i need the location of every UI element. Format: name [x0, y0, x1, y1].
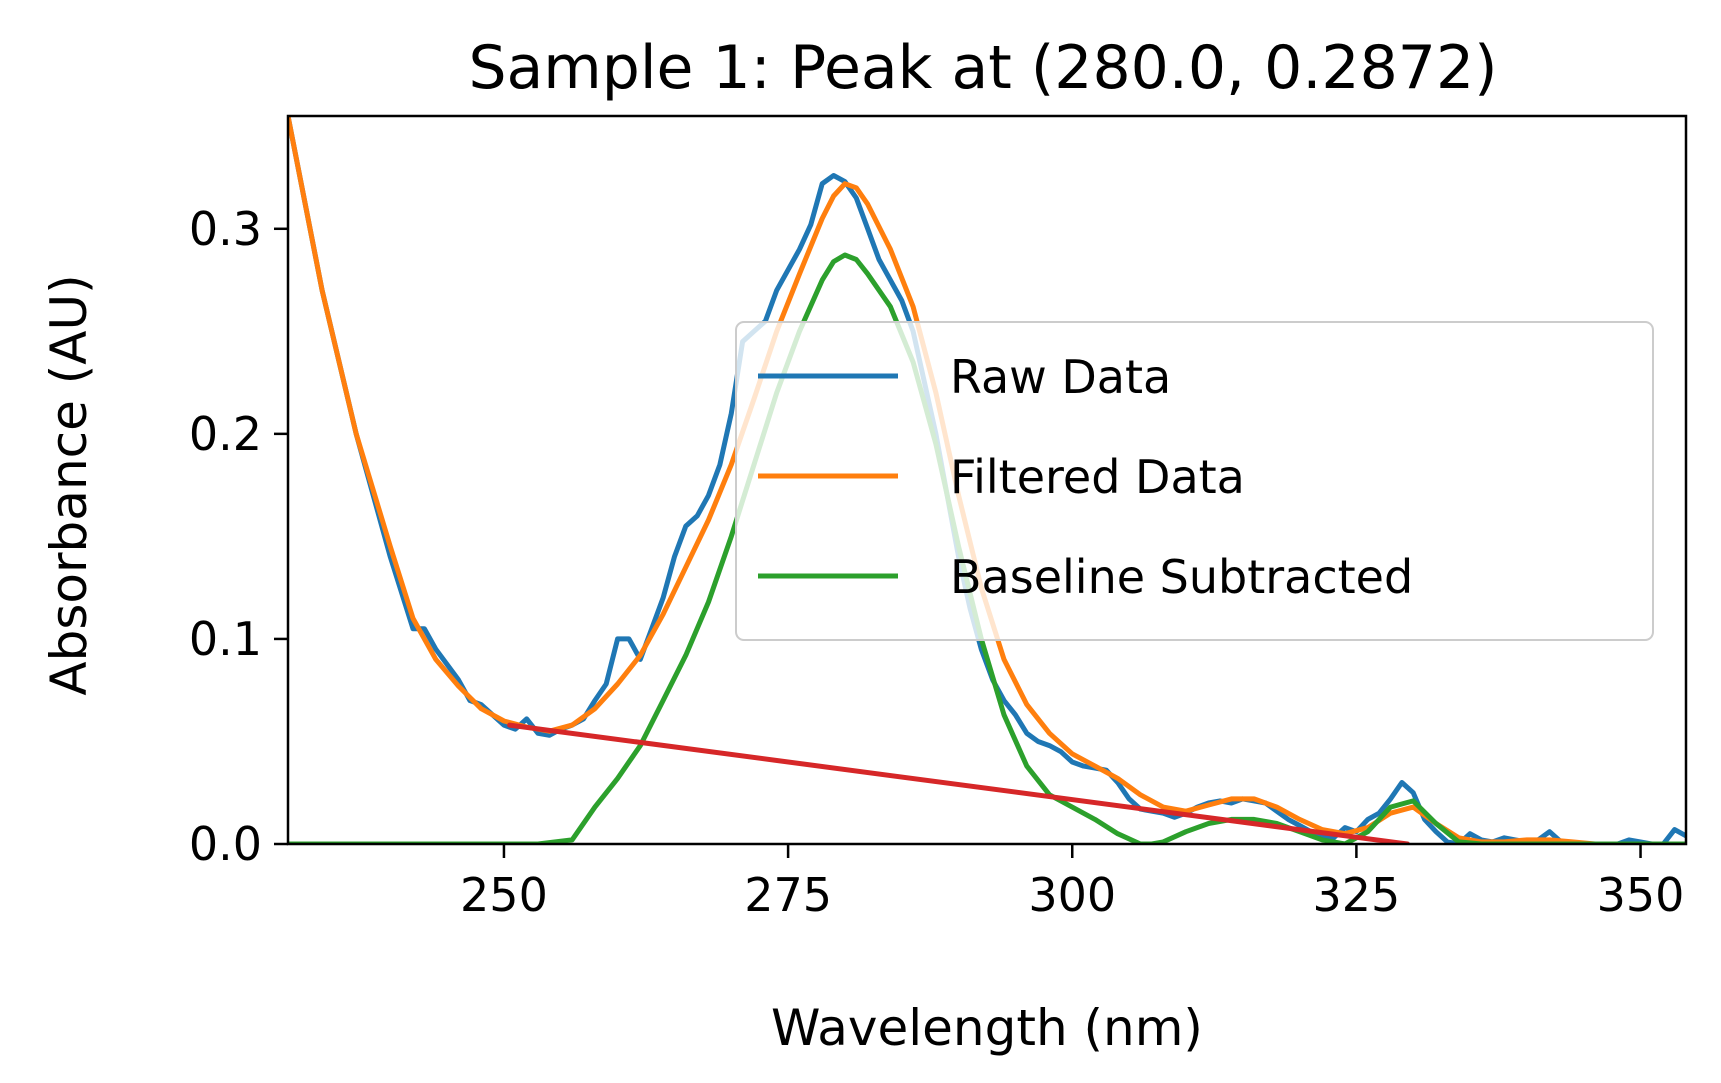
x-tick-label: 300 [1028, 868, 1116, 922]
legend: Raw Data Filtered Data Baseline Subtracted [735, 321, 1654, 641]
plot-frame [286, 114, 1688, 846]
series-line-raw-data [288, 116, 1686, 844]
chart-title: Sample 1: Peak at (280.0, 0.2872) [468, 33, 1497, 103]
legend-box [735, 321, 1654, 641]
y-tick-label: 0.0 [189, 817, 262, 871]
legend-label: Baseline Subtracted [950, 550, 1413, 604]
y-axis-label: Absorbance (AU) [40, 274, 98, 695]
series-line-baseline-subtracted [288, 252, 1686, 844]
x-tick-label: 350 [1597, 868, 1685, 922]
y-tick-label: 0.3 [189, 202, 262, 256]
x-tick-label: 275 [744, 868, 832, 922]
legend-label: Filtered Data [950, 450, 1245, 504]
x-tick-label: 325 [1312, 868, 1400, 922]
axis-ticks: 250 275 300 325 350 0.0 0.1 0.2 0.3 [189, 202, 1685, 922]
x-axis-label: Wavelength (nm) [771, 999, 1203, 1057]
series-line-baseline [507, 722, 1410, 844]
y-tick-label: 0.1 [189, 612, 262, 666]
y-tick-label: 0.2 [189, 407, 262, 461]
x-tick-label: 250 [460, 868, 548, 922]
legend-label: Raw Data [950, 350, 1171, 404]
